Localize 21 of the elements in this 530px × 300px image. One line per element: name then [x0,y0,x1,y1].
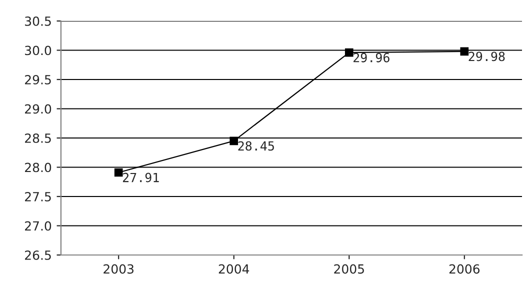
y-tick-label: 29.5 [25,74,51,84]
y-tick-label: 27.0 [25,221,52,231]
x-tick-label: 2003 [104,264,134,274]
y-tick-label: 28.5 [25,133,51,143]
y-tick-label: 28.0 [25,162,52,172]
point [230,136,238,146]
point [344,48,354,57]
point [460,47,469,56]
x-tick-label: 2004 [218,264,250,274]
y-tick-label: 30.0 [25,46,52,56]
y-tick-label: 27.5 [25,192,51,202]
data-label: 29.96 [354,52,390,62]
data-label: 29.98 [468,52,505,62]
y-tick-label: 30.5 [25,16,51,26]
data-label: 27.91 [122,172,159,182]
data-label: 28.45 [238,141,274,151]
x-tick-label: 2005 [334,264,364,274]
y-tick-label: 26.5 [25,250,51,260]
x-tick-label: 2006 [449,264,480,274]
point [114,168,123,177]
y-tick-label: 29.0 [25,104,52,114]
